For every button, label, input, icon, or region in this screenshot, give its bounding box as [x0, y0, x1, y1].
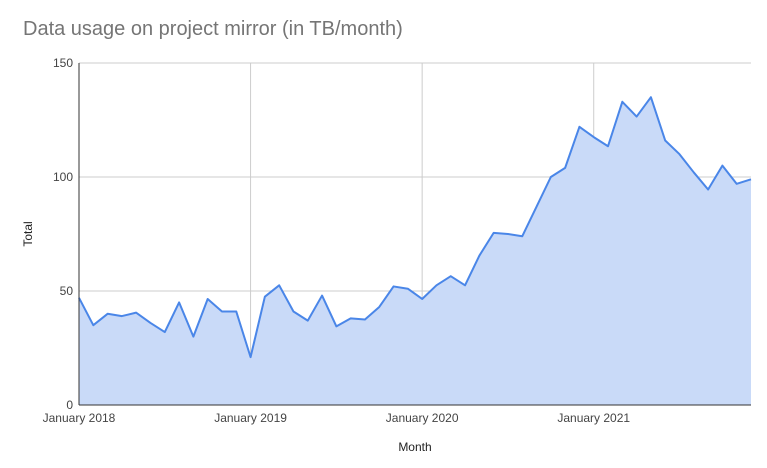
- data-point: 2020-06: 75.5: [492, 232, 494, 234]
- x-tick-label: January 2021: [557, 411, 630, 425]
- data-point: 2020-08: 74: [521, 235, 523, 237]
- data-point: 2018-03: 40: [106, 313, 108, 315]
- data-point: 2018-08: 45: [178, 301, 180, 303]
- data-point: 2019-09: 37.5: [364, 318, 366, 320]
- data-point: 2021-10: 105: [721, 164, 723, 166]
- data-point: 2020-10: 100: [550, 176, 552, 178]
- data-point: 2021-05: 135: [650, 96, 652, 98]
- data-point: 2020-04: 52.5: [464, 284, 466, 286]
- data-point: 2019-05: 37: [307, 319, 309, 321]
- axes: [78, 63, 751, 406]
- y-tick-label: 100: [53, 170, 73, 184]
- data-point: 2019-02: 47.5: [264, 296, 266, 298]
- y-tick-label: 0: [66, 398, 73, 412]
- data-point: 2019-03: 52.5: [278, 284, 280, 286]
- data-point: 2021-09: 94.5: [707, 188, 709, 190]
- data-point: 2018-10: 46.5: [206, 298, 208, 300]
- data-point: 2019-08: 38: [349, 317, 351, 319]
- data-point: 2018-07: 32: [164, 331, 166, 333]
- data-point: 2021-12: 99: [750, 178, 752, 180]
- data-point: 2018-09: 30: [192, 335, 194, 337]
- x-axis-title: Month: [398, 440, 431, 454]
- data-point: 2020-11: 104: [564, 167, 566, 169]
- data-point: 2019-04: 41: [292, 310, 294, 312]
- data-point: 2021-02: 113.5: [607, 145, 609, 147]
- labels: 0 50 100 150 January 2018 January 2019 January…: [21, 56, 630, 454]
- data-point: 2021-01: 117.5: [593, 136, 595, 138]
- data-point: 2018-11: 41: [221, 310, 223, 312]
- data-point: 2021-08: 102: [693, 171, 695, 173]
- area-layer: 2018-01: 472018-02: 352018-03: 402018-04…: [78, 96, 752, 405]
- data-point: 2019-06: 48: [321, 294, 323, 296]
- data-point: 2018-06: 36: [149, 322, 151, 324]
- data-point: 2018-02: 35: [92, 324, 94, 326]
- data-point: 2021-04: 126.5: [635, 115, 637, 117]
- data-point: 2020-05: 65.5: [478, 254, 480, 256]
- data-point: 2020-02: 52.5: [435, 284, 437, 286]
- x-tick-label: January 2019: [214, 411, 287, 425]
- data-point: 2019-07: 34.5: [335, 325, 337, 327]
- data-point: 2020-09: 87: [535, 205, 537, 207]
- data-point: 2020-01: 46.5: [421, 298, 423, 300]
- x-tick-label: January 2018: [43, 411, 116, 425]
- data-point: 2020-12: 122: [578, 126, 580, 128]
- data-point: 2021-11: 97: [736, 183, 738, 185]
- data-point: 2020-07: 75: [507, 233, 509, 235]
- series-area-fill: [79, 97, 751, 405]
- data-point: 2021-07: 110: [678, 153, 680, 155]
- data-point: 2018-05: 40.5: [135, 311, 137, 313]
- y-tick-label: 150: [53, 56, 73, 70]
- data-point: 2020-03: 56.5: [450, 275, 452, 277]
- data-point: 2021-06: 116: [664, 139, 666, 141]
- data-point: 2019-01: 21: [249, 356, 251, 358]
- data-point: 2021-03: 133: [621, 101, 623, 103]
- y-axis-title: Total: [21, 221, 35, 246]
- data-point: 2019-10: 43: [378, 306, 380, 308]
- chart-title: Data usage on project mirror (in TB/mont…: [23, 18, 403, 40]
- data-point: 2019-12: 51: [407, 288, 409, 290]
- x-tick-label: January 2020: [386, 411, 459, 425]
- y-tick-label: 50: [60, 284, 74, 298]
- data-point: 2019-11: 52: [392, 285, 394, 287]
- data-point: 2018-04: 39: [121, 315, 123, 317]
- data-point: 2018-12: 41: [235, 310, 237, 312]
- series-line: [78, 96, 752, 359]
